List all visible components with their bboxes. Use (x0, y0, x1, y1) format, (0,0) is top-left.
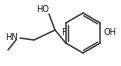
Text: HO: HO (37, 5, 49, 15)
Text: F: F (61, 28, 66, 37)
Text: OH: OH (103, 28, 116, 37)
Text: HN: HN (6, 34, 18, 43)
